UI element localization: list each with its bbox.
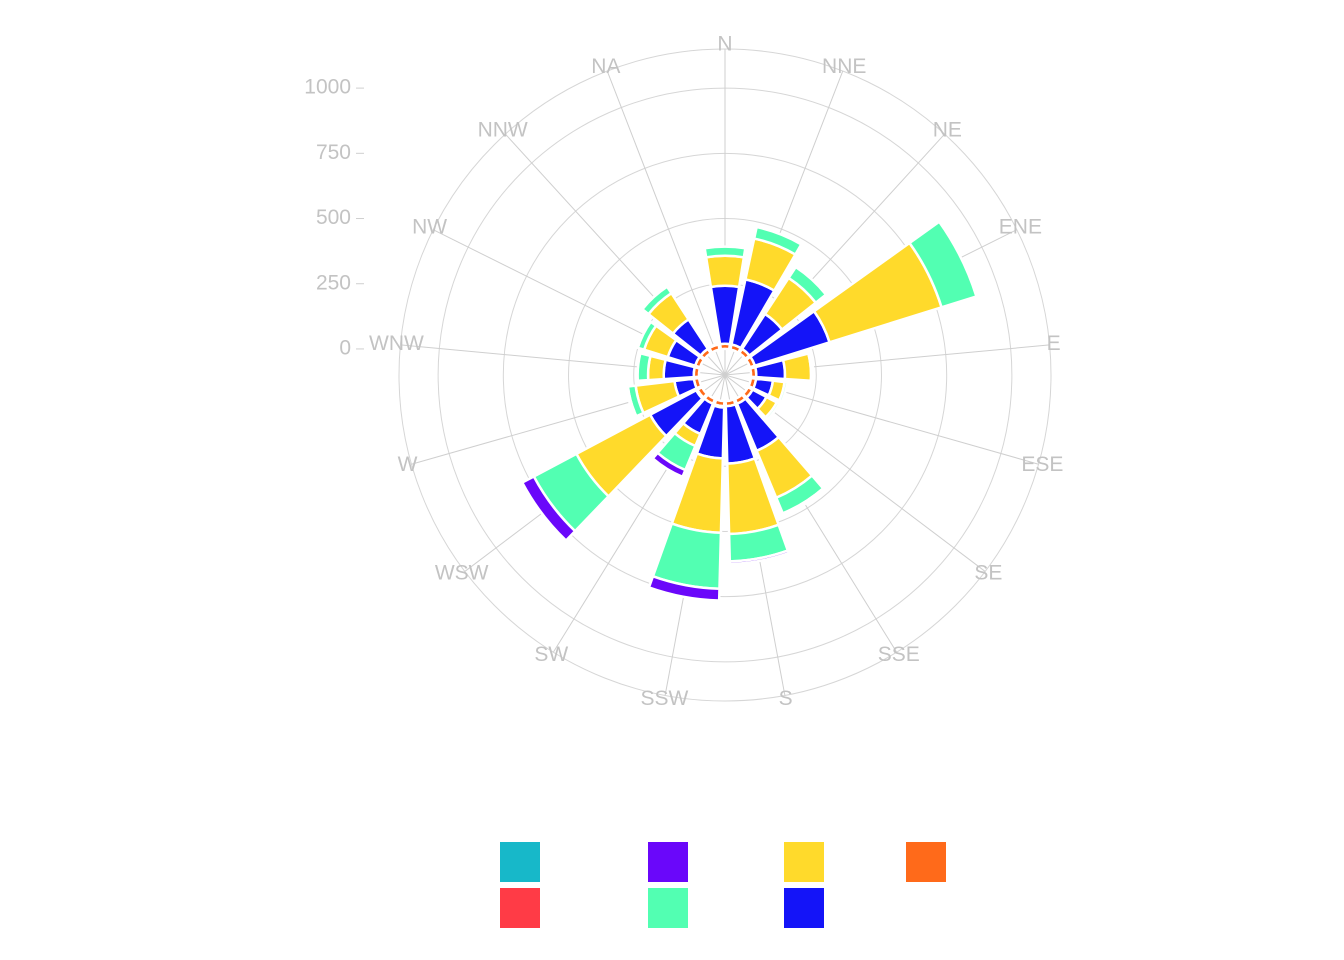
legend-swatch-5 [500, 888, 540, 928]
direction-label-wsw: WSW [435, 561, 489, 584]
legend-swatch-2 [648, 842, 688, 882]
direction-label-nne: NNE [822, 55, 866, 78]
direction-label-w: W [398, 453, 418, 476]
wedge-ne-mint [786, 265, 828, 305]
wedge-ese-mint [777, 380, 789, 404]
direction-label-sse: SSE [878, 643, 920, 666]
radial-axis: 0 250 500 750 1000 [304, 76, 364, 359]
legend-swatch-6 [648, 888, 688, 928]
wedge-nnw-mint [640, 284, 674, 316]
wedge-e-mint [806, 351, 815, 383]
wedge-s-purple [728, 548, 791, 566]
direction-label-e: E [1047, 332, 1061, 355]
wedge-sw-purple [651, 451, 687, 479]
legend-swatch-3 [784, 842, 824, 882]
direction-label-sw: SW [534, 643, 568, 666]
radial-tick-label-250: 250 [316, 271, 351, 294]
wedge-se-mint [763, 400, 781, 421]
radial-tick-label-750: 750 [316, 141, 351, 164]
polar-grid [398, 48, 1052, 702]
radial-tick-label-1000: 1000 [304, 76, 351, 99]
wedge-wnw-mint [636, 351, 653, 383]
wedge-e-yellow [781, 352, 813, 383]
legend-swatch-7 [784, 888, 824, 928]
wedge-sse-purple [781, 486, 827, 517]
wedges [520, 220, 978, 602]
wedge-nne-mint [752, 225, 803, 257]
legend-swatch-1 [500, 842, 540, 882]
direction-label-n: N [717, 33, 732, 56]
direction-label-se: SE [974, 561, 1002, 584]
wedge-ssw-purple [647, 574, 721, 602]
radial-tick-label-0: 0 [339, 336, 351, 359]
legend-swatch-4 [906, 842, 946, 882]
legend [500, 842, 946, 928]
radial-tick-label-500: 500 [316, 206, 351, 229]
direction-label-ese: ESE [1021, 453, 1063, 476]
spoke-na [606, 70, 726, 376]
wedge-n-yellow [704, 254, 746, 289]
direction-label-s: S [779, 687, 793, 710]
direction-label-nnw: NNW [478, 119, 528, 142]
wedge-nw-mint [636, 320, 658, 352]
direction-label-nw: NW [412, 215, 447, 238]
wedge-wsw-purple [520, 474, 577, 543]
direction-label-wnw: WNW [369, 332, 424, 355]
wedge-ene-mint [907, 220, 978, 309]
direction-label-ssw: SSW [640, 687, 688, 710]
wedge-na-red [707, 342, 720, 350]
direction-label-ene: ENE [999, 215, 1042, 238]
angular-axis-labels: NA N NNE NE ENE E ESE SE SSE S SSW SW WSW W WNW NW NNW [369, 33, 1063, 710]
direction-label-na: NA [591, 55, 620, 78]
direction-label-ne: NE [933, 119, 962, 142]
wedge-n-mint [703, 245, 747, 259]
wedge-w-purple [624, 385, 639, 419]
